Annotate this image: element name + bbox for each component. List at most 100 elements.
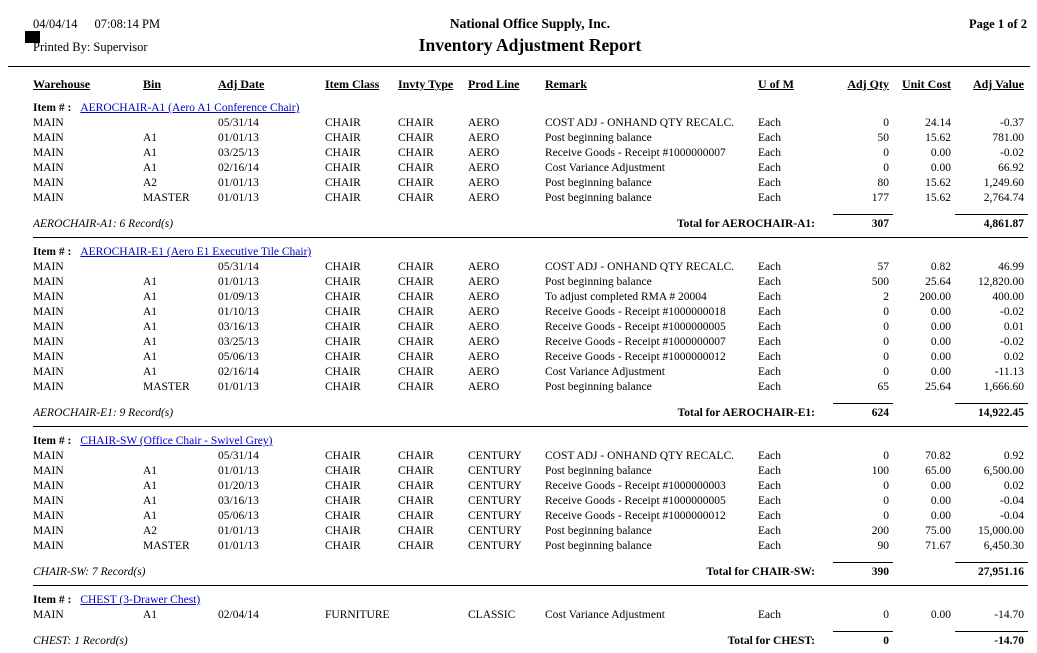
cell-prod-line: AERO <box>468 192 500 204</box>
table-row: MAIN A1 03/16/13 CHAIR CHAIR AERO Receive Good… <box>33 320 1028 335</box>
cell-invty-type: CHAIR <box>398 117 434 129</box>
cell-item-class: CHAIR <box>325 321 361 333</box>
cell-warehouse: MAIN <box>33 177 64 189</box>
cell-u-of-m: Each <box>758 117 781 129</box>
cell-bin: A1 <box>143 132 158 144</box>
cell-remark: Post beginning balance <box>545 132 652 144</box>
cell-unit-cost: 0.00 <box>930 351 951 363</box>
cell-item-class: CHAIR <box>325 480 361 492</box>
item-link[interactable]: CHEST (3-Drawer Chest) <box>80 594 201 606</box>
item-link[interactable]: AEROCHAIR-A1 (Aero A1 Conference Chair) <box>80 102 300 114</box>
cell-invty-type: CHAIR <box>398 177 434 189</box>
cell-adj-qty: 0 <box>883 306 889 318</box>
item-group-header: Item # : AEROCHAIR-A1 (Aero A1 Conference… <box>33 94 1028 116</box>
cell-adj-date: 01/01/13 <box>218 276 259 288</box>
cell-remark: Receive Goods - Receipt #1000000012 <box>545 510 726 522</box>
cell-item-class: CHAIR <box>325 261 361 273</box>
cell-remark: Receive Goods - Receipt #1000000003 <box>545 480 726 492</box>
cell-bin <box>143 260 218 275</box>
cell-unit-cost: 15.62 <box>925 177 951 189</box>
item-number-label: Item # : <box>33 435 72 447</box>
cell-item-class: FURNITURE <box>325 609 390 621</box>
group-total-value: 27,951.16 <box>955 562 1028 586</box>
cell-warehouse: MAIN <box>33 291 64 303</box>
table-row: MAIN A1 01/20/13 CHAIR CHAIR CENTURY Receive G… <box>33 479 1028 494</box>
cell-bin: A1 <box>143 321 158 333</box>
cell-bin: A1 <box>143 336 158 348</box>
cell-prod-line: CENTURY <box>468 480 522 492</box>
cell-adj-date: 01/20/13 <box>218 480 259 492</box>
header-line-1: 04/04/14 07:08:14 PM National Office Supp… <box>33 16 1027 35</box>
cell-unit-cost: 0.00 <box>930 480 951 492</box>
cell-adj-qty: 500 <box>871 276 889 288</box>
group-spacer <box>33 206 1028 215</box>
cell-bin: A1 <box>143 510 158 522</box>
cell-remark: To adjust completed RMA # 20004 <box>545 291 707 303</box>
cell-invty-type <box>398 608 468 623</box>
item-link[interactable]: CHAIR-SW (Office Chair - Swivel Grey) <box>80 435 273 447</box>
item-link[interactable]: AEROCHAIR-E1 (Aero E1 Executive Tile Cha… <box>80 246 312 258</box>
cell-unit-cost: 0.00 <box>930 162 951 174</box>
cell-u-of-m: Each <box>758 366 781 378</box>
cell-u-of-m: Each <box>758 291 781 303</box>
cell-adj-date: 01/01/13 <box>218 525 259 537</box>
group-spacer-cell <box>33 623 1028 632</box>
cell-warehouse: MAIN <box>33 480 64 492</box>
cell-adj-date: 01/01/13 <box>218 132 259 144</box>
cell-item-class: CHAIR <box>325 336 361 348</box>
cell-item-class: CHAIR <box>325 465 361 477</box>
cell-warehouse: MAIN <box>33 351 64 363</box>
group-footer: CHAIR-SW: 7 Record(s) Total for CHAIR-SW:… <box>33 562 1028 586</box>
cell-prod-line: AERO <box>468 321 500 333</box>
cell-remark: Cost Variance Adjustment <box>545 366 665 378</box>
cell-adj-qty: 0 <box>883 321 889 333</box>
cell-u-of-m: Each <box>758 381 781 393</box>
cell-adj-qty: 65 <box>877 381 890 393</box>
cell-adj-qty: 0 <box>883 495 889 507</box>
cell-adj-qty: 57 <box>877 261 890 273</box>
cell-warehouse: MAIN <box>33 540 64 552</box>
cell-unit-cost: 0.00 <box>930 306 951 318</box>
cell-warehouse: MAIN <box>33 192 64 204</box>
group-record-count: AEROCHAIR-E1: 9 Record(s) <box>33 403 545 427</box>
cell-warehouse: MAIN <box>33 261 64 273</box>
cell-prod-line: AERO <box>468 162 500 174</box>
cell-adj-qty: 0 <box>883 162 889 174</box>
cell-u-of-m: Each <box>758 162 781 174</box>
cell-adj-value: -0.02 <box>1000 306 1024 318</box>
group-spacer <box>33 395 1028 404</box>
header-line-2: Printed By: Supervisor Inventory Adjustm… <box>33 35 1027 59</box>
cell-invty-type: CHAIR <box>398 381 434 393</box>
cell-invty-type: CHAIR <box>398 351 434 363</box>
table-row: MAIN A1 03/25/13 CHAIR CHAIR AERO Receive Good… <box>33 335 1028 350</box>
cell-adj-value: 46.99 <box>998 261 1024 273</box>
cell-adj-date: 01/09/13 <box>218 291 259 303</box>
table-row: MAIN A1 05/06/13 CHAIR CHAIR CENTURY Receive G… <box>33 509 1028 524</box>
cell-unit-cost: 0.00 <box>930 510 951 522</box>
table-row: MAIN MASTER 01/01/13 CHAIR CHAIR AERO Post beg… <box>33 380 1028 395</box>
cell-adj-value: 0.02 <box>1003 480 1024 492</box>
cell-item-class: CHAIR <box>325 450 361 462</box>
cell-remark: Receive Goods - Receipt #1000000007 <box>545 336 726 348</box>
group-spacer <box>33 623 1028 632</box>
cell-invty-type: CHAIR <box>398 540 434 552</box>
cell-adj-date: 03/25/13 <box>218 147 259 159</box>
cell-bin: A1 <box>143 276 158 288</box>
cell-u-of-m: Each <box>758 540 781 552</box>
item-group-header: Item # : CHAIR-SW (Office Chair - Swivel … <box>33 427 1028 450</box>
group-footer: AEROCHAIR-E1: 9 Record(s) Total for AEROC… <box>33 403 1028 427</box>
group-footer: CHEST: 1 Record(s) Total for CHEST: 0 -14.7… <box>33 631 1028 653</box>
table-row: MAIN A1 01/09/13 CHAIR CHAIR AERO To adjust co… <box>33 290 1028 305</box>
cell-adj-qty: 0 <box>883 351 889 363</box>
table-row: MAIN A1 02/16/14 CHAIR CHAIR AERO Cost Varianc… <box>33 365 1028 380</box>
cell-adj-qty: 0 <box>883 147 889 159</box>
cell-prod-line: CENTURY <box>468 540 522 552</box>
cell-adj-date: 01/01/13 <box>218 192 259 204</box>
cell-adj-value: 1,249.60 <box>983 177 1024 189</box>
cell-invty-type: CHAIR <box>398 336 434 348</box>
cell-adj-value: 12,820.00 <box>978 276 1024 288</box>
report-title: Inventory Adjustment Report <box>418 35 642 55</box>
item-group-header: Item # : CHEST (3-Drawer Chest) <box>33 586 1028 609</box>
column-header-prod-line: Prod Line <box>468 77 520 91</box>
